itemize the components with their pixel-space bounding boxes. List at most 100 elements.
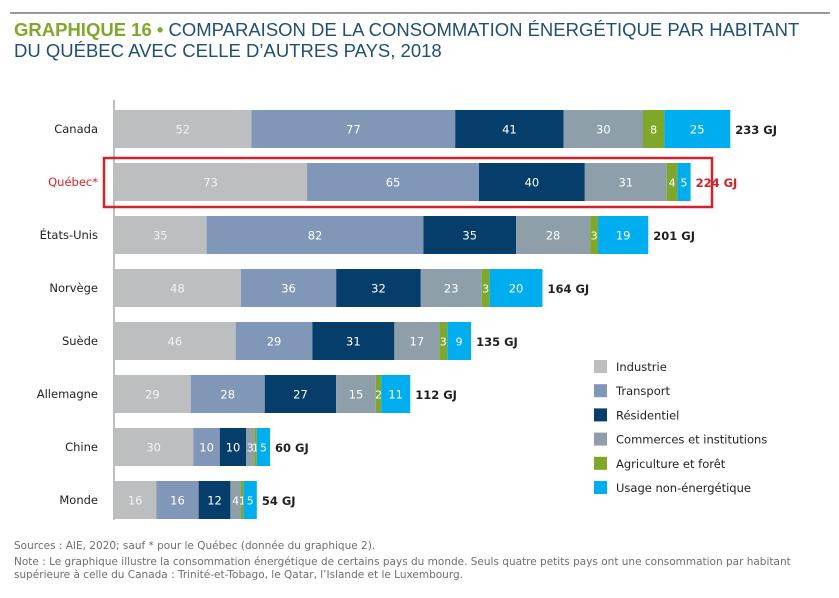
data-label: 4	[669, 177, 676, 190]
data-label: 17	[410, 335, 425, 349]
data-label: 12	[207, 494, 222, 508]
bar-segment	[563, 110, 643, 148]
bar-segment	[114, 163, 308, 201]
data-label: 1	[252, 442, 259, 455]
bar-segment	[516, 216, 591, 254]
data-label: 4	[232, 495, 239, 508]
bar-segment	[246, 428, 255, 466]
sources-text: Sources : AIE, 2020; sauf * pour le Québ…	[14, 540, 376, 552]
total-label: 54 GJ	[262, 494, 296, 508]
legend-label: Transport	[615, 384, 670, 398]
data-label: 3	[482, 283, 489, 296]
data-label: 73	[203, 176, 218, 190]
category-label: Canada	[54, 122, 98, 136]
legend-swatch	[594, 408, 607, 422]
data-label: 28	[546, 229, 561, 243]
bar-segment	[336, 375, 376, 413]
top-divider	[10, 12, 830, 14]
data-label: 36	[281, 282, 296, 296]
data-label: 15	[349, 388, 364, 402]
data-label: 16	[170, 494, 185, 508]
legend-label: Commerces et institutions	[616, 433, 767, 447]
bar-segment	[381, 375, 411, 413]
data-label: 10	[226, 441, 241, 455]
data-label: 25	[690, 123, 705, 137]
legend-swatch	[594, 481, 607, 494]
bar-segment	[240, 269, 337, 307]
data-label: 40	[525, 176, 540, 190]
category-label: Chine	[65, 440, 98, 454]
bar-segment	[198, 481, 231, 519]
bar-segment	[114, 375, 191, 413]
data-label: 5	[680, 177, 687, 190]
bar-segment	[243, 481, 257, 519]
legend-swatch	[594, 456, 607, 470]
bar-segment	[590, 216, 599, 254]
figure-number: GRAPHIQUE 16 •	[14, 19, 164, 40]
category-label: Monde	[59, 493, 98, 507]
bar-segment	[114, 481, 157, 519]
legend-swatch	[594, 384, 607, 398]
bar-segment	[420, 269, 482, 307]
note-text: Note : Le graphique illustre la consomma…	[14, 556, 791, 581]
category-label: Allemagne	[37, 387, 98, 401]
data-label: 11	[388, 388, 403, 402]
data-label: 23	[444, 282, 459, 296]
data-label: 77	[346, 123, 361, 137]
total-label: 112 GJ	[415, 388, 457, 402]
data-label: 46	[168, 335, 183, 349]
data-label: 48	[170, 282, 185, 296]
data-label: 20	[509, 282, 524, 296]
data-label: 10	[199, 441, 214, 455]
bar-segment	[254, 428, 257, 466]
legend-swatch	[594, 360, 607, 373]
notes: Sources : AIE, 2020; sauf * pour le Québ…	[14, 540, 829, 585]
data-label: 29	[267, 335, 282, 349]
bar-segment	[375, 375, 382, 413]
bar-segment	[264, 375, 337, 413]
data-label: 31	[618, 176, 633, 190]
data-label: 30	[596, 123, 611, 137]
data-label: 30	[146, 441, 161, 455]
bar-segment	[312, 322, 395, 360]
bar-segment	[256, 428, 271, 466]
bar-segment	[114, 110, 252, 148]
total-label: 201 GJ	[653, 229, 695, 243]
data-label: 35	[153, 229, 168, 243]
data-label: 29	[145, 388, 160, 402]
bar-segment	[235, 322, 313, 360]
data-label: 31	[346, 335, 361, 349]
bar-segment	[643, 110, 665, 148]
category-label: États-Unis	[40, 227, 98, 242]
bar-segment	[489, 269, 543, 307]
data-label: 52	[175, 123, 190, 137]
bar-segment	[455, 110, 564, 148]
bar-segment	[439, 322, 448, 360]
chart-title: GRAPHIQUE 16 • COMPARAISON DE LA CONSOMM…	[14, 19, 814, 61]
data-label: 1	[239, 495, 246, 508]
bar-segment	[394, 322, 440, 360]
bar-segment	[251, 110, 456, 148]
highlight-box	[102, 156, 714, 209]
legend-label: Usage non-énergétique	[616, 481, 751, 495]
data-label: 5	[247, 495, 254, 508]
data-label: 8	[650, 124, 657, 137]
data-label: 41	[502, 123, 517, 137]
bar-segment	[156, 481, 199, 519]
category-label: Québec*	[48, 175, 98, 189]
bar-segment	[193, 428, 220, 466]
bar-segment	[447, 322, 472, 360]
bar-segment	[666, 163, 678, 201]
data-label: 3	[247, 442, 254, 455]
data-label: 3	[591, 230, 598, 243]
bar-segment	[598, 216, 649, 254]
bar-segment	[190, 375, 265, 413]
bar-segment	[206, 216, 424, 254]
legend-label: Résidentiel	[616, 408, 679, 422]
total-label: 164 GJ	[547, 282, 589, 296]
bar-segment	[114, 269, 241, 307]
category-label: Suède	[62, 334, 98, 348]
legend-label: Agriculture et forêt	[616, 457, 726, 471]
